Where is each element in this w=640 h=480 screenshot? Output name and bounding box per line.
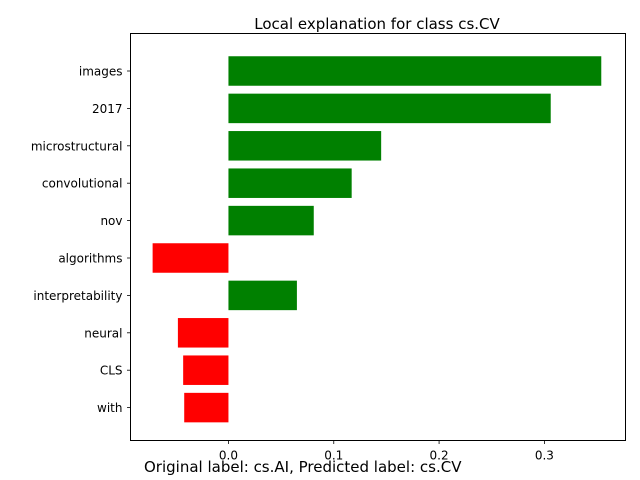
bar-images xyxy=(228,56,602,86)
x-tick-label: 0.0 xyxy=(219,449,238,463)
x-tick-label: 0.1 xyxy=(324,449,343,463)
bar-interpretability xyxy=(228,280,297,311)
bar-algorithms xyxy=(152,243,229,273)
y-tick-label: microstructural xyxy=(31,139,123,153)
bar-nov xyxy=(228,205,314,236)
y-tick-label: algorithms xyxy=(58,252,122,266)
plot-frame xyxy=(130,33,626,441)
y-tick-label: nov xyxy=(100,214,122,228)
chart-title: Local explanation for class cs.CV xyxy=(254,15,500,33)
label-footer: Original label: cs.AI, Predicted label: … xyxy=(144,458,462,476)
x-tick-label: 0.2 xyxy=(430,449,449,463)
y-tick-label: CLS xyxy=(100,364,123,378)
x-ticks-group: 0.0 0.1 0.2 0.3 xyxy=(219,440,554,463)
y-tick-label: 2017 xyxy=(92,102,123,116)
y-tick-label: convolutional xyxy=(42,177,123,191)
y-tick-label: with xyxy=(97,401,122,415)
bar-microstructural xyxy=(228,131,382,161)
y-ticks-group: images 2017 microstructural convolutional no… xyxy=(31,65,131,415)
x-tick-label: 0.3 xyxy=(535,449,554,463)
bar-convolutional xyxy=(228,168,352,198)
y-tick-label: interpretability xyxy=(33,289,122,303)
bar-2017 xyxy=(228,93,551,124)
bar-with xyxy=(184,392,229,423)
bar-CLS xyxy=(183,355,229,385)
bars-group xyxy=(152,56,602,423)
y-tick-label: images xyxy=(79,65,123,79)
bar-neural xyxy=(177,318,229,348)
y-tick-label: neural xyxy=(84,326,122,340)
